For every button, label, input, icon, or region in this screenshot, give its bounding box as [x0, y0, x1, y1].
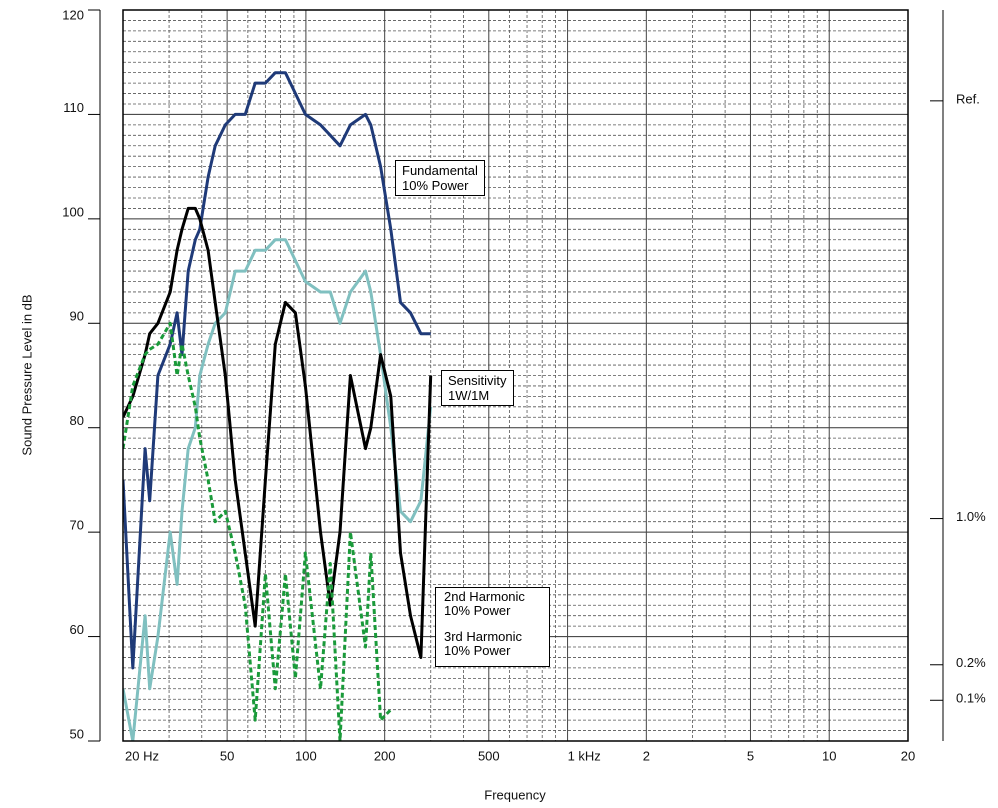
- x-tick-label: 5: [747, 748, 754, 763]
- x-axis-label: Frequency: [484, 787, 546, 802]
- y-tick-label: 90: [70, 309, 84, 324]
- legend-label: 2nd Harmonic 10% Power: [444, 589, 525, 618]
- x-tick-label: 20: [901, 748, 915, 763]
- series-line: [123, 206, 433, 659]
- x-tick-label: 10: [822, 748, 836, 763]
- y-tick-label: 80: [70, 413, 84, 428]
- x-tick-label: 20 Hz: [125, 748, 159, 763]
- x-tick-label: 2: [643, 748, 650, 763]
- y2-tick-label: Ref.: [956, 91, 980, 106]
- annotation: Fundamental 10% Power: [395, 160, 485, 196]
- x-tick-label: 200: [374, 748, 396, 763]
- y-tick-label: 100: [62, 204, 84, 219]
- x-tick-label: 100: [295, 748, 317, 763]
- x-tick-label: 500: [478, 748, 500, 763]
- y2-tick-label: 0.1%: [956, 691, 986, 706]
- y-tick-label: 60: [70, 622, 84, 637]
- y-tick-label: 120: [62, 7, 84, 22]
- y-axis-label: Sound Pressure Level in dB: [19, 294, 34, 455]
- annotation: Sensitivity 1W/1M: [441, 370, 514, 406]
- x-tick-label: 50: [220, 748, 234, 763]
- legend-label: 3rd Harmonic 10% Power: [444, 629, 523, 658]
- y-tick-label: 110: [63, 100, 84, 115]
- y2-tick-label: 0.2%: [956, 655, 986, 670]
- series-line: [123, 238, 433, 741]
- legend: 2nd Harmonic 10% Power 3rd Harmonic 10% …: [435, 587, 550, 667]
- y-tick-label: 50: [70, 726, 84, 741]
- plot-frame: [122, 9, 909, 742]
- y2-tick-label: 1.0%: [956, 509, 986, 524]
- y-tick-label: 70: [70, 518, 84, 533]
- series-line: [123, 71, 431, 670]
- x-tick-label: 1 kHz: [568, 748, 601, 763]
